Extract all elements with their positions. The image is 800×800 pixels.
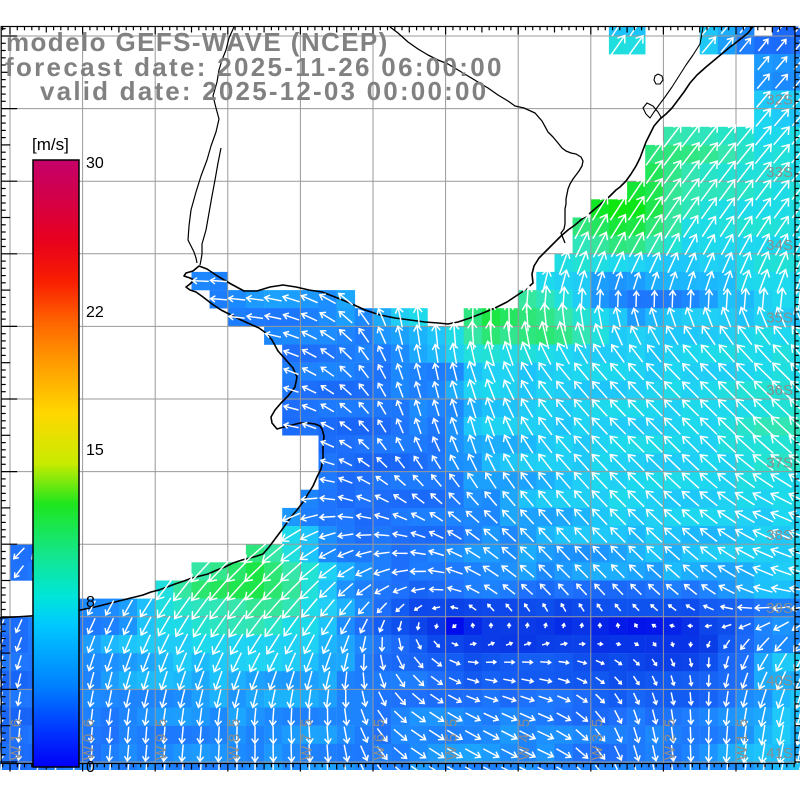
svg-text:38S: 38S bbox=[766, 527, 793, 544]
svg-text:30: 30 bbox=[86, 155, 104, 172]
svg-text:15: 15 bbox=[86, 442, 104, 459]
svg-text:0: 0 bbox=[86, 759, 95, 776]
svg-text:5: 5 bbox=[444, 734, 461, 742]
svg-text:5: 5 bbox=[226, 719, 243, 727]
svg-text:W: W bbox=[371, 745, 388, 760]
svg-text:3: 3 bbox=[589, 734, 606, 742]
svg-text:37S: 37S bbox=[766, 455, 793, 472]
svg-text:W: W bbox=[226, 745, 243, 760]
svg-text:6: 6 bbox=[371, 734, 388, 742]
svg-text:modelo GEFS-WAVE (NCEP): modelo GEFS-WAVE (NCEP) bbox=[6, 27, 389, 57]
svg-text:22: 22 bbox=[86, 304, 104, 321]
svg-text:32S: 32S bbox=[766, 92, 793, 109]
svg-text:W: W bbox=[153, 745, 170, 760]
svg-text:7: 7 bbox=[298, 734, 315, 742]
svg-text:W: W bbox=[81, 745, 98, 760]
svg-text:W: W bbox=[8, 745, 25, 760]
svg-text:5: 5 bbox=[371, 719, 388, 727]
svg-text:W: W bbox=[589, 745, 606, 760]
svg-text:39S: 39S bbox=[766, 600, 793, 617]
svg-text:6: 6 bbox=[8, 719, 25, 727]
svg-text:2: 2 bbox=[661, 734, 678, 742]
svg-text:5: 5 bbox=[589, 719, 606, 727]
svg-text:W: W bbox=[298, 745, 315, 760]
svg-text:W: W bbox=[444, 745, 461, 760]
svg-text:34S: 34S bbox=[766, 237, 793, 254]
svg-text:1: 1 bbox=[734, 734, 751, 742]
svg-text:forecast date: 2025-11-26 06:0: forecast date: 2025-11-26 06:00:00 bbox=[5, 52, 504, 82]
svg-text:4: 4 bbox=[516, 734, 533, 742]
svg-text:36S: 36S bbox=[766, 382, 793, 399]
svg-text:5: 5 bbox=[153, 719, 170, 727]
svg-text:5: 5 bbox=[734, 719, 751, 727]
svg-text:9: 9 bbox=[153, 734, 170, 742]
svg-text:5: 5 bbox=[298, 719, 315, 727]
svg-text:35S: 35S bbox=[766, 309, 793, 326]
svg-text:valid date: 2025-12-03 00:00:0: valid date: 2025-12-03 00:00:00 bbox=[40, 76, 488, 106]
svg-text:W: W bbox=[661, 745, 678, 760]
svg-text:6: 6 bbox=[81, 719, 98, 727]
svg-text:5: 5 bbox=[661, 719, 678, 727]
svg-text:[m/s]: [m/s] bbox=[32, 135, 69, 154]
svg-text:0: 0 bbox=[81, 734, 98, 742]
svg-text:41S: 41S bbox=[766, 745, 793, 762]
svg-text:W: W bbox=[734, 745, 751, 760]
svg-text:1: 1 bbox=[8, 734, 25, 742]
svg-text:5: 5 bbox=[444, 719, 461, 727]
svg-text:8: 8 bbox=[226, 734, 243, 742]
svg-text:33S: 33S bbox=[766, 164, 793, 181]
svg-text:W: W bbox=[516, 745, 533, 760]
svg-text:8: 8 bbox=[86, 594, 95, 611]
svg-text:5: 5 bbox=[516, 719, 533, 727]
svg-text:40S: 40S bbox=[766, 672, 793, 689]
